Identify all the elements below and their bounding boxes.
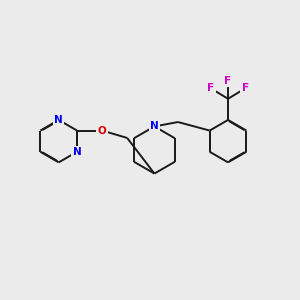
Text: F: F	[224, 76, 232, 85]
Text: F: F	[207, 83, 214, 94]
Text: F: F	[242, 83, 249, 94]
Text: N: N	[150, 122, 159, 131]
Text: N: N	[73, 147, 82, 157]
Text: N: N	[54, 115, 63, 125]
Text: O: O	[98, 126, 106, 136]
